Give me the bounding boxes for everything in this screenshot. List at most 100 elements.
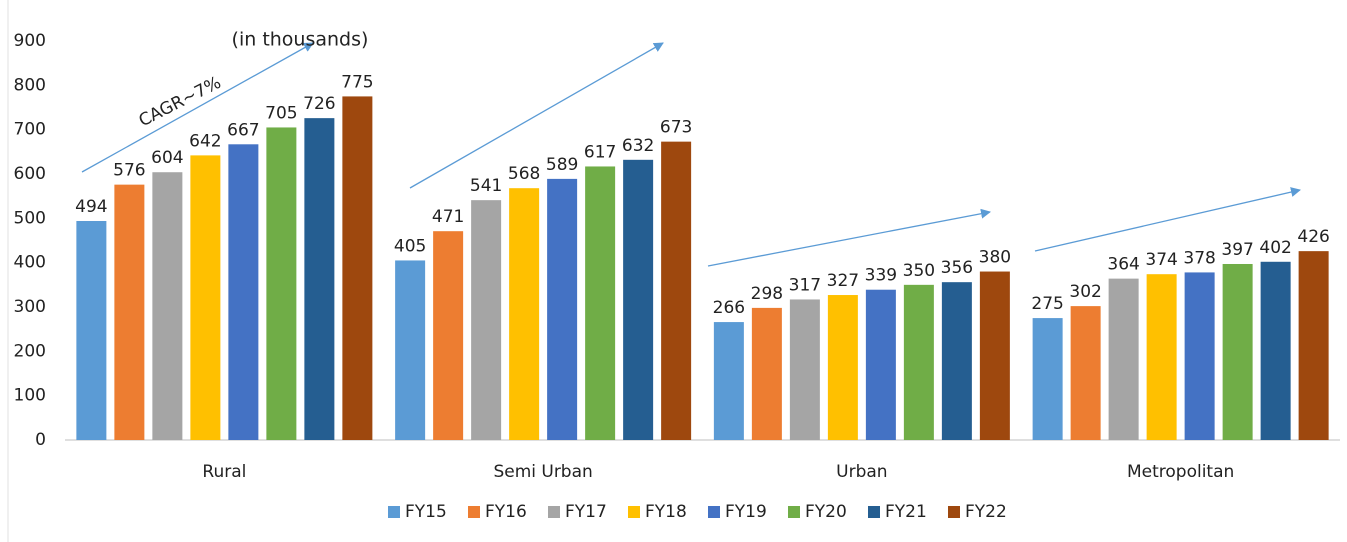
legend-swatch bbox=[548, 506, 560, 518]
data-label: 275 bbox=[1031, 294, 1063, 314]
data-label: 632 bbox=[622, 136, 654, 156]
annotation: CAGR~7% bbox=[136, 73, 225, 131]
y-tick-label: 300 bbox=[14, 297, 46, 317]
legend-swatch bbox=[708, 506, 720, 518]
bar bbox=[865, 289, 896, 440]
bar bbox=[751, 307, 782, 440]
data-label: 775 bbox=[341, 72, 373, 92]
bar bbox=[190, 155, 221, 440]
bar bbox=[1298, 251, 1329, 440]
trend-arrow bbox=[409, 42, 664, 189]
x-tick-label: Metropolitan bbox=[1127, 462, 1234, 482]
bar bbox=[1260, 261, 1291, 440]
data-label: 339 bbox=[865, 266, 897, 286]
data-label: 568 bbox=[508, 164, 540, 184]
data-label: 494 bbox=[75, 197, 107, 217]
trend-arrow bbox=[1034, 187, 1301, 252]
annotation: (in thousands) bbox=[232, 29, 369, 51]
data-label: 317 bbox=[789, 275, 821, 295]
bar bbox=[304, 118, 335, 440]
legend-label: FY17 bbox=[565, 502, 607, 522]
data-label: 364 bbox=[1107, 255, 1139, 275]
data-label: 405 bbox=[394, 236, 426, 256]
data-label: 426 bbox=[1297, 227, 1329, 247]
bar bbox=[1222, 263, 1253, 440]
y-tick-label: 600 bbox=[14, 164, 46, 184]
bar bbox=[1146, 274, 1177, 440]
x-tick-label: Rural bbox=[202, 462, 246, 482]
y-tick-label: 200 bbox=[14, 341, 46, 361]
data-label: 378 bbox=[1183, 248, 1215, 268]
x-tick-label: Urban bbox=[836, 462, 887, 482]
data-label: 705 bbox=[265, 103, 297, 123]
y-tick-label: 800 bbox=[14, 75, 46, 95]
data-label: 667 bbox=[227, 120, 259, 140]
data-label: 642 bbox=[189, 131, 221, 151]
bar bbox=[266, 127, 297, 440]
legend-swatch bbox=[388, 506, 400, 518]
data-label: 350 bbox=[903, 261, 935, 281]
x-tick-label: Semi Urban bbox=[493, 462, 592, 482]
data-label: 327 bbox=[827, 271, 859, 291]
data-label: 402 bbox=[1259, 238, 1291, 258]
y-tick-label: 900 bbox=[14, 31, 46, 51]
legend-swatch bbox=[468, 506, 480, 518]
data-label: 617 bbox=[584, 142, 616, 162]
bar bbox=[114, 184, 145, 440]
data-label: 302 bbox=[1069, 282, 1101, 302]
bar bbox=[1184, 272, 1215, 440]
data-label: 471 bbox=[432, 207, 464, 227]
data-label: 356 bbox=[941, 258, 973, 278]
bar bbox=[342, 96, 373, 441]
bar bbox=[509, 188, 540, 440]
data-label: 604 bbox=[151, 148, 183, 168]
trend-arrow bbox=[81, 42, 314, 173]
legend-label: FY19 bbox=[725, 502, 767, 522]
bar bbox=[395, 260, 426, 440]
legend-label: FY16 bbox=[485, 502, 527, 522]
bar bbox=[547, 178, 578, 441]
bar bbox=[661, 141, 692, 441]
y-tick-label: 100 bbox=[14, 386, 46, 406]
legend-label: FY18 bbox=[645, 502, 687, 522]
bar bbox=[941, 282, 972, 440]
bar bbox=[1108, 278, 1139, 440]
bar bbox=[789, 299, 820, 440]
y-tick-label: 0 bbox=[35, 430, 46, 450]
trend-arrow bbox=[707, 208, 991, 267]
legend-label: FY21 bbox=[885, 502, 927, 522]
data-label: 726 bbox=[303, 94, 335, 114]
bar bbox=[228, 144, 259, 440]
bar bbox=[623, 159, 654, 440]
bar bbox=[903, 284, 934, 440]
legend-label: FY20 bbox=[805, 502, 847, 522]
y-tick-label: 500 bbox=[14, 208, 46, 228]
bar bbox=[433, 231, 464, 440]
data-label: 266 bbox=[713, 298, 745, 318]
bar bbox=[152, 172, 183, 440]
bar bbox=[827, 295, 858, 440]
bar bbox=[713, 322, 744, 440]
data-label: 397 bbox=[1221, 240, 1253, 260]
data-label: 298 bbox=[751, 284, 783, 304]
legend-swatch bbox=[628, 506, 640, 518]
legend-swatch bbox=[948, 506, 960, 518]
legend-label: FY15 bbox=[405, 502, 447, 522]
y-tick-label: 400 bbox=[14, 253, 46, 273]
y-tick-label: 700 bbox=[14, 120, 46, 140]
data-label: 576 bbox=[113, 161, 145, 181]
data-label: 589 bbox=[546, 155, 578, 175]
bar bbox=[76, 220, 107, 440]
bar bbox=[1032, 318, 1063, 440]
bar bbox=[979, 271, 1010, 440]
data-label: 541 bbox=[470, 176, 502, 196]
legend-swatch bbox=[788, 506, 800, 518]
legend-label: FY22 bbox=[965, 502, 1007, 522]
legend-swatch bbox=[868, 506, 880, 518]
bar bbox=[1070, 306, 1101, 440]
bar bbox=[585, 166, 616, 441]
data-label: 380 bbox=[979, 248, 1011, 268]
data-label: 673 bbox=[660, 118, 692, 138]
bar bbox=[471, 200, 502, 440]
